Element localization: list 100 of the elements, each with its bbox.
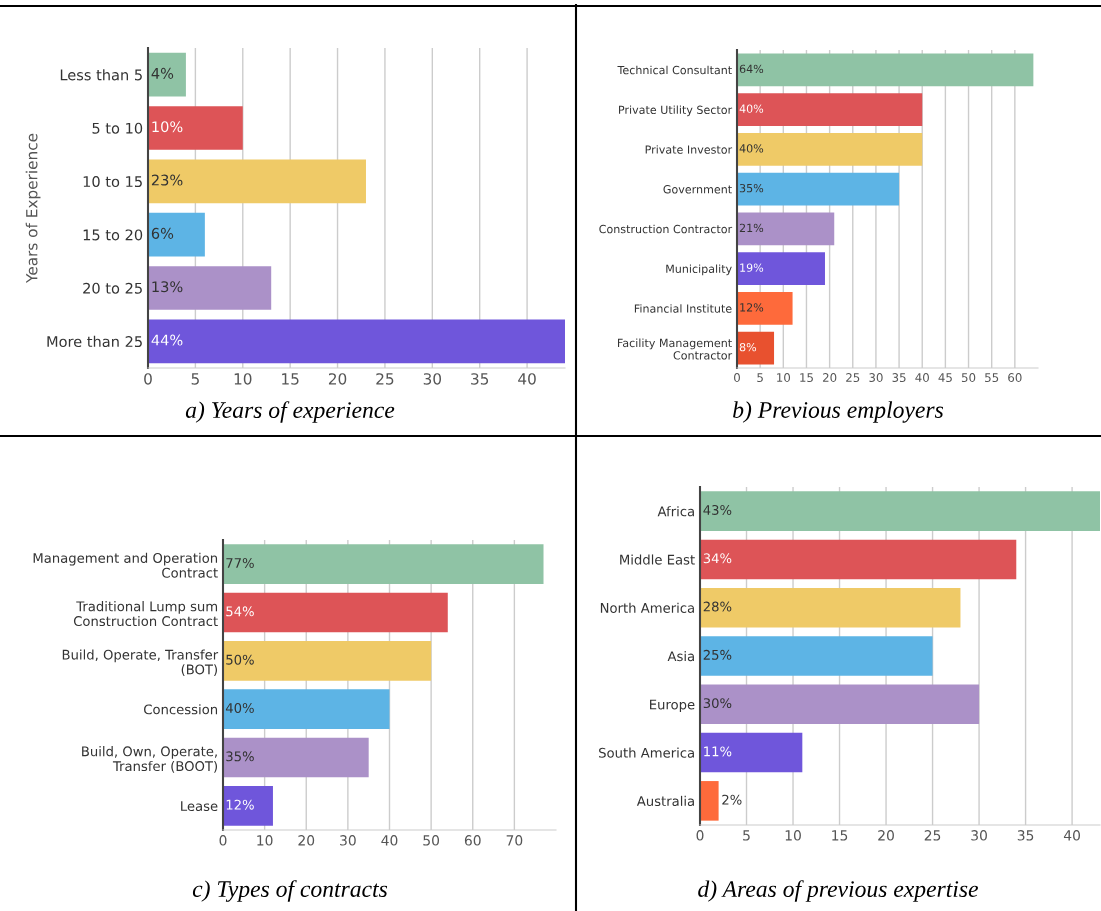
data-label: 25% xyxy=(703,649,732,660)
data-label: 54% xyxy=(226,606,254,617)
x-tick-label: 40 xyxy=(1063,830,1081,841)
x-tick-label: 60 xyxy=(464,835,481,846)
bar xyxy=(148,212,205,257)
data-label: 40% xyxy=(739,104,764,113)
data-label: 28% xyxy=(703,601,732,612)
x-tick-label: 15 xyxy=(832,830,848,841)
x-tick-label: 15 xyxy=(282,373,299,385)
bar xyxy=(148,266,272,310)
x-tick-label: 25 xyxy=(376,373,394,385)
bar xyxy=(737,292,793,325)
bar xyxy=(737,212,835,246)
y-tick-label: Private Utility Sector xyxy=(619,105,733,117)
data-label: 40% xyxy=(225,703,254,713)
data-label: 12% xyxy=(226,799,254,810)
x-tick-label: 30 xyxy=(971,830,987,841)
data-label: 2% xyxy=(722,794,742,805)
data-label: 50% xyxy=(226,654,254,665)
x-tick-label: 55 xyxy=(985,373,999,382)
bar xyxy=(737,53,1034,87)
text: c) Types of contracts xyxy=(192,880,388,902)
data-label: 35% xyxy=(226,751,254,762)
text: a) Years of experience xyxy=(185,401,395,423)
x-tick-label: 30 xyxy=(423,373,442,385)
x-tick-label: 50 xyxy=(961,373,976,382)
data-label: 34% xyxy=(703,553,732,564)
data-label: 77% xyxy=(226,558,254,568)
data-label: 23% xyxy=(151,174,183,186)
y-tick-label: North America xyxy=(600,602,694,613)
y-tick-label: Government xyxy=(663,185,732,194)
bar xyxy=(148,52,186,97)
y-tick-label: Europe xyxy=(650,699,695,713)
x-tick-label: 0 xyxy=(696,830,704,841)
bar xyxy=(223,592,448,633)
bar xyxy=(700,684,980,725)
y-tick-label: Middle East xyxy=(620,554,695,565)
x-tick-label: 20 xyxy=(328,373,347,385)
y-tick-label: Asia xyxy=(667,650,694,662)
data-label: 8% xyxy=(739,342,757,352)
x-tick-label: 40 xyxy=(915,373,929,382)
x-tick-label: 20 xyxy=(878,830,894,841)
x-tick-label: 20 xyxy=(822,373,837,382)
x-tick-label: 25 xyxy=(846,373,860,382)
x-tick-label: 30 xyxy=(340,835,356,846)
data-label: 19% xyxy=(740,263,764,272)
bar xyxy=(700,491,1100,531)
bar xyxy=(737,133,923,166)
data-label: 11% xyxy=(704,746,732,757)
x-tick-label: 0 xyxy=(734,373,740,382)
y-tick-label: 5 to 10 xyxy=(92,122,143,134)
bar xyxy=(223,737,369,778)
data-label: 64% xyxy=(739,64,764,74)
data-label: 10% xyxy=(152,121,183,133)
bar xyxy=(223,544,544,584)
bar xyxy=(148,106,243,150)
bar xyxy=(223,786,273,826)
data-label: 21% xyxy=(739,223,764,233)
x-tick-label: 30 xyxy=(869,373,883,382)
y-tick-label: 20 to 25 xyxy=(83,282,142,294)
x-tick-label: 35 xyxy=(892,373,906,382)
x-tick-label: 5 xyxy=(191,373,199,385)
bar xyxy=(737,331,775,365)
bar xyxy=(737,252,825,285)
x-tick-label: 10 xyxy=(777,373,791,382)
x-tick-label: 0 xyxy=(219,835,227,846)
x-tick-label: 45 xyxy=(938,373,952,382)
x-tick-label: 40 xyxy=(518,373,536,385)
x-tick-label: 15 xyxy=(800,373,813,382)
y-tick-label: Build, Own, Operate, Transfer (BOOT) xyxy=(82,746,218,773)
y-tick-label: Build, Operate, Transfer (BOT) xyxy=(62,649,219,676)
bar xyxy=(700,539,1017,580)
x-tick-label: 5 xyxy=(757,373,763,382)
bar xyxy=(148,319,565,364)
x-tick-label: 10 xyxy=(257,835,273,846)
y-tick-label: 10 to 15 xyxy=(83,176,142,188)
data-label: 43% xyxy=(703,504,732,515)
y-tick-label: Concession xyxy=(144,704,218,715)
bar xyxy=(737,172,900,206)
y-tick-label: South America xyxy=(599,747,694,758)
x-tick-label: 35 xyxy=(1017,830,1034,841)
y-tick-label: Private Investor xyxy=(645,145,733,154)
y-axis-title: Years of Experience xyxy=(25,133,41,284)
x-tick-label: 5 xyxy=(743,830,750,841)
y-tick-label: Lease xyxy=(181,801,218,812)
y-tick-label: Australia xyxy=(636,795,694,807)
y-tick-label: Municipality xyxy=(666,264,732,276)
bar xyxy=(737,93,923,126)
y-tick-label: Technical Consultant xyxy=(617,65,732,75)
y-tick-label: More than 25 xyxy=(47,335,142,348)
data-label: 30% xyxy=(703,698,732,709)
text: d) Areas of previous expertise xyxy=(698,880,978,902)
x-tick-label: 25 xyxy=(924,830,941,841)
x-tick-label: 50 xyxy=(423,835,440,846)
data-label: 40% xyxy=(739,144,764,153)
y-tick-label: Less than 5 xyxy=(60,69,142,81)
y-tick-label: Traditional Lump sum Construction Contract xyxy=(73,601,218,627)
x-tick-label: 60 xyxy=(1008,373,1022,382)
text: b) Previous employers xyxy=(733,401,944,423)
data-label: 35% xyxy=(739,183,764,193)
